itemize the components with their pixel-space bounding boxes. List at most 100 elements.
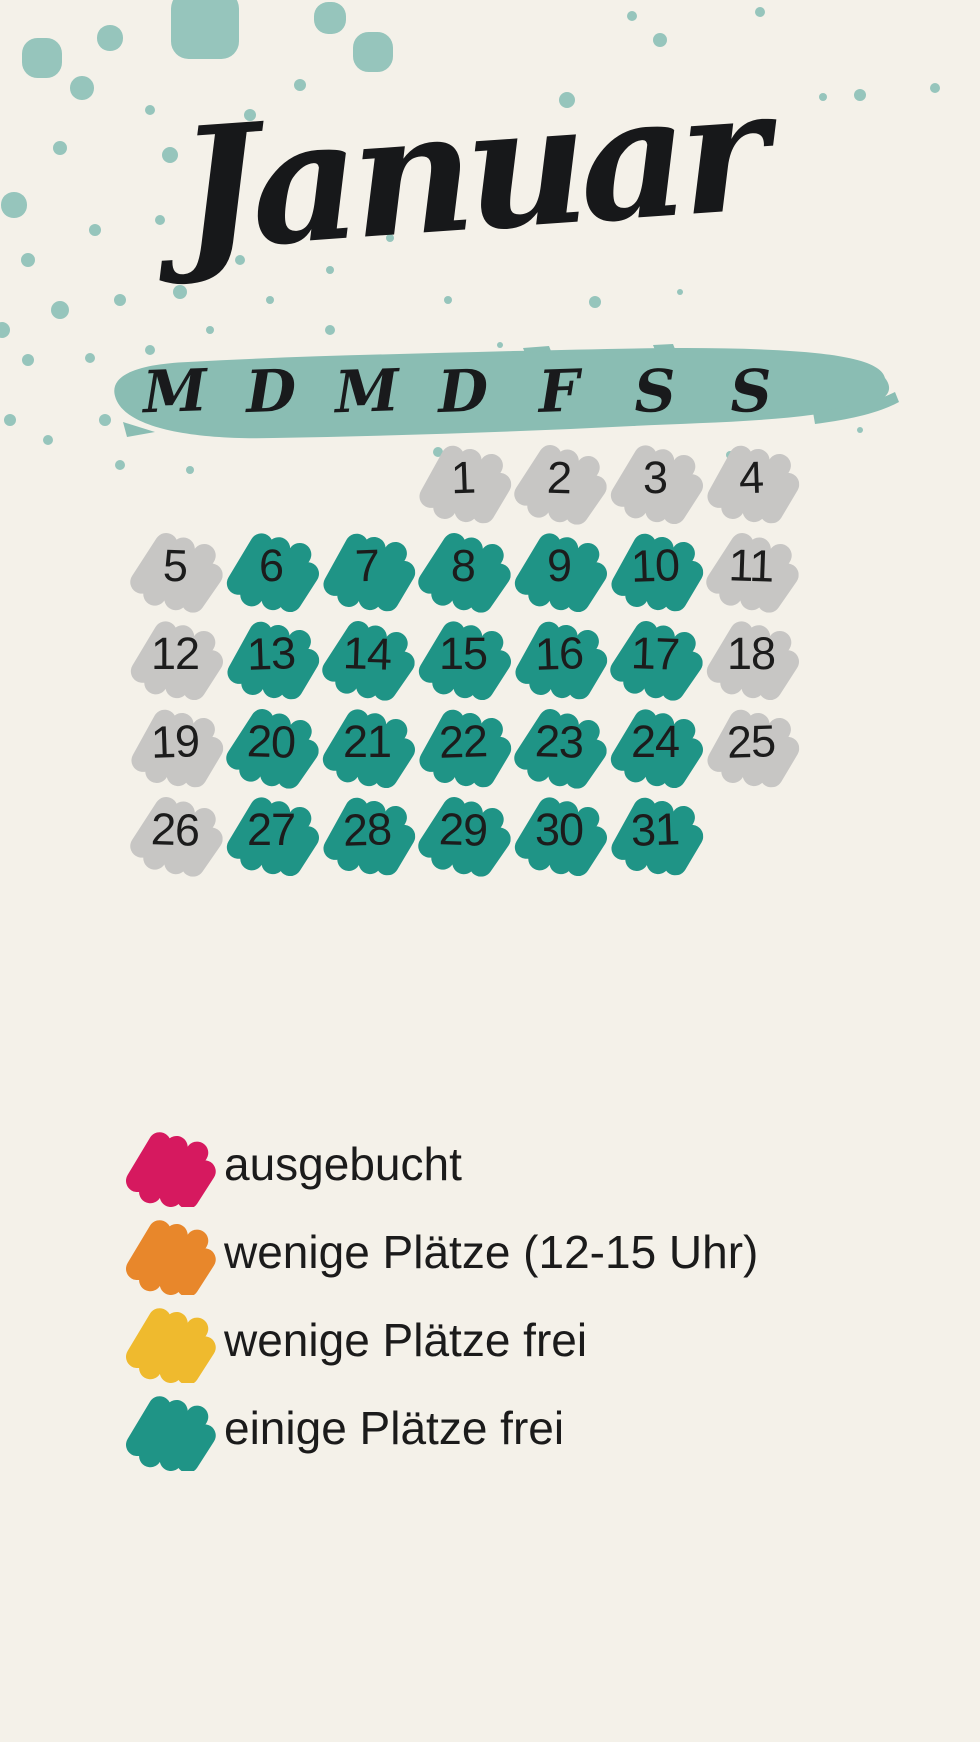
day-brush-stroke-icon	[323, 533, 416, 612]
day-number: 31	[630, 803, 680, 856]
calendar-day-22: 22	[413, 694, 512, 789]
day-number: 1	[450, 451, 476, 504]
day-brush-stroke-icon	[515, 621, 608, 700]
calendar-day-31: 31	[605, 782, 704, 877]
legend-item-3: einige Plätze frei	[116, 1384, 758, 1472]
calendar-day-21: 21	[319, 696, 415, 788]
day-brush-stroke-icon	[226, 797, 319, 876]
calendar-day-11: 11	[701, 518, 800, 613]
day-brush-stroke-icon	[226, 533, 319, 612]
calendar-day-27: 27	[223, 784, 319, 876]
legend-brush-stroke-icon	[126, 1132, 216, 1207]
header-brush-stroke-icon	[114, 344, 899, 439]
legend-item-1: wenige Plätze (12-15 Uhr)	[116, 1208, 758, 1296]
calendar-day-17: 17	[605, 606, 704, 701]
calendar-day-30: 30	[511, 784, 607, 876]
calendar-day-15: 15	[415, 608, 511, 700]
day-brush-stroke-icon	[706, 533, 799, 613]
calendar-day-28: 28	[317, 782, 416, 877]
calendar-day-23: 23	[509, 694, 608, 789]
legend: ausgebucht wenige Plätze (12-15 Uhr) wenig…	[116, 1120, 758, 1472]
calendar-day-19: 19	[125, 694, 224, 789]
calendar-day-24: 24	[607, 696, 703, 788]
day-brush-stroke-icon	[514, 709, 607, 789]
day-number: 4	[738, 451, 764, 504]
day-number: 11	[727, 539, 775, 592]
legend-brush-stroke-icon	[126, 1396, 216, 1471]
day-number: 29	[438, 803, 488, 856]
legend-brush-stroke-icon	[126, 1308, 216, 1383]
day-number: 18	[726, 628, 776, 679]
day-number: 22	[438, 715, 488, 768]
day-number: 5	[162, 539, 188, 592]
day-brush-stroke-icon	[611, 797, 704, 876]
day-number: 12	[150, 628, 200, 679]
day-brush-stroke-icon	[514, 445, 607, 525]
day-number: 20	[246, 715, 296, 768]
legend-label: wenige Plätze frei	[224, 1314, 588, 1366]
day-brush-stroke-icon	[419, 709, 512, 788]
calendar-day-5: 5	[125, 518, 224, 613]
calendar-day-12: 12	[127, 608, 223, 700]
day-number: 16	[534, 627, 584, 680]
day-number: 27	[246, 804, 296, 855]
day-brush-stroke-icon	[419, 445, 512, 524]
calendar-day-29: 29	[413, 782, 512, 877]
day-number: 23	[534, 715, 584, 768]
day-number: 24	[630, 716, 680, 767]
day-brush-stroke-icon	[706, 621, 799, 700]
day-number: 8	[450, 539, 476, 592]
calendar-day-26: 26	[125, 782, 224, 877]
day-brush-stroke-icon	[226, 709, 319, 789]
day-brush-stroke-icon	[707, 445, 800, 524]
legend-label: ausgebucht	[224, 1138, 462, 1190]
legend-label: einige Plätze frei	[224, 1402, 565, 1454]
day-brush-stroke-icon	[418, 797, 511, 877]
calendar-day-9: 9	[511, 520, 607, 612]
day-brush-stroke-icon	[610, 445, 703, 524]
legend-item-2: wenige Plätze frei	[116, 1296, 758, 1384]
calendar-day-2: 2	[509, 430, 608, 525]
day-number: 14	[342, 627, 392, 680]
day-number: 3	[642, 452, 668, 503]
calendar-day-8: 8	[413, 518, 512, 613]
calendar-day-13: 13	[221, 606, 320, 701]
calendar-day-3: 3	[607, 432, 703, 524]
day-number: 10	[630, 539, 680, 592]
calendar-day-10: 10	[605, 518, 704, 613]
day-brush-stroke-icon	[611, 533, 704, 612]
day-brush-stroke-icon	[418, 533, 511, 613]
day-number: 30	[534, 804, 584, 855]
day-number: 15	[438, 628, 488, 679]
day-number: 7	[354, 539, 380, 592]
day-number: 25	[726, 715, 776, 768]
day-brush-stroke-icon	[514, 533, 607, 612]
day-number: 19	[150, 715, 200, 768]
day-brush-stroke-icon	[418, 621, 511, 700]
day-brush-stroke-icon	[610, 709, 703, 788]
legend-label: wenige Plätze (12-15 Uhr)	[224, 1226, 759, 1278]
day-brush-stroke-icon	[131, 709, 224, 788]
calendar-day-7: 7	[317, 518, 416, 613]
calendar-day-25: 25	[701, 694, 800, 789]
calendar-day-16: 16	[509, 606, 608, 701]
calendar-day-6: 6	[223, 520, 319, 612]
day-number: 9	[546, 540, 572, 591]
day-brush-stroke-icon	[322, 621, 415, 701]
calendar-day-1: 1	[413, 430, 512, 525]
day-brush-stroke-icon	[130, 621, 223, 700]
legend-brush-stroke-icon	[126, 1220, 216, 1295]
day-brush-stroke-icon	[227, 621, 320, 700]
day-number: 6	[258, 540, 284, 591]
calendar-day-4: 4	[701, 430, 800, 525]
day-brush-stroke-icon	[707, 709, 800, 788]
day-brush-stroke-icon	[610, 621, 703, 701]
day-number: 17	[630, 627, 680, 680]
day-number: 13	[246, 627, 296, 680]
day-brush-stroke-icon	[514, 797, 607, 876]
day-number: 2	[546, 451, 572, 504]
calendar-day-14: 14	[317, 606, 416, 701]
